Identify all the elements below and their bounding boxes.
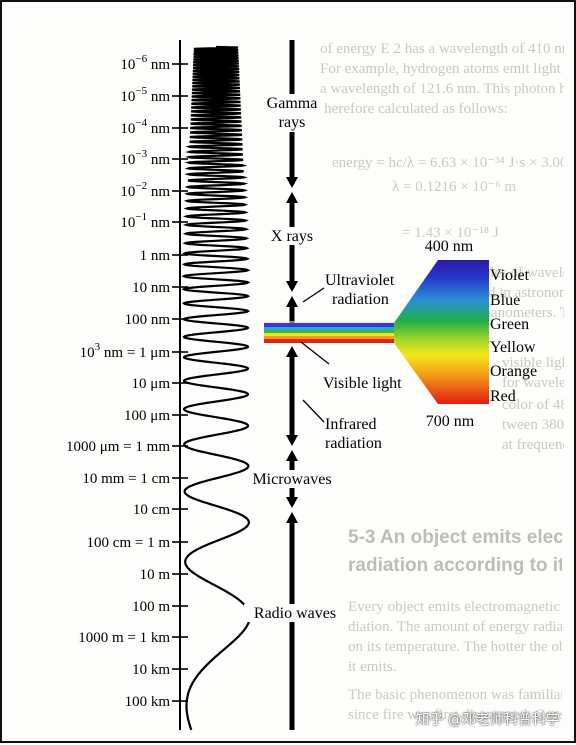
scale-label: 10 mm = 1 cm — [82, 471, 170, 487]
scale-label: 100 km — [125, 694, 171, 710]
spectrum-color-orange: Orange — [490, 363, 537, 380]
band-label-xrays: X rays — [271, 228, 313, 245]
background-paragraph-line: on its temperature. The hotter the objec… — [348, 639, 562, 655]
spectrum-color-red: Red — [490, 388, 516, 405]
background-text-line: energy = hc/λ = 6.63 × 10⁻³⁴ J·s × 3.00 — [332, 155, 564, 171]
background-text-line: in nanometers. This is the range of — [468, 305, 564, 321]
band-boundary-arrows — [286, 177, 298, 523]
scale-label: 100 nm — [125, 312, 171, 328]
scale-label: 10 nm — [132, 280, 170, 296]
scale-label: 100 μm — [124, 408, 170, 424]
scale-label: 1000 m = 1 km — [78, 630, 170, 646]
scale-label: 100 cm = 1 m — [87, 535, 171, 551]
background-text-line: for wavelengths of light shorter than — [502, 375, 564, 391]
scale-label: 10−1 nm — [120, 211, 170, 231]
spectrum-bottom-wavelength: 700 nm — [426, 413, 475, 430]
band-label-gamma-2: rays — [279, 114, 306, 131]
scale-label: 1 nm — [140, 248, 171, 264]
spectrum-top-wavelength: 400 nm — [425, 238, 474, 255]
spectrum-color-yellow: Yellow — [490, 339, 536, 356]
background-heading-2: radiation according to its temperature — [348, 555, 562, 576]
scale-label: 10 μm — [132, 376, 171, 392]
background-text-line: used in astronomy, are often expressed — [468, 285, 564, 301]
background-text-line: at frequencies extending far beyond — [502, 437, 564, 453]
scale-label: 10 km — [132, 662, 170, 678]
scale-label: 10−6 nm — [120, 53, 170, 73]
scale-ticks — [172, 63, 188, 702]
visible-spectrum — [264, 260, 489, 404]
background-text-line: a wavelength of 121.6 nm. This photon ha… — [320, 81, 564, 97]
background-text-line: color of 480 nm. This emission lies — [502, 397, 564, 413]
scale-label: 103 nm = 1 μm — [80, 341, 171, 361]
spectrum-color-labels: Violet Blue Green Yellow Orange Red — [490, 267, 537, 405]
scale-label: 10 m — [140, 567, 171, 583]
scale-label: 10−4 nm — [120, 117, 170, 137]
spectrum-color-blue: Blue — [490, 292, 520, 309]
background-text-line: = 1.43 × 10⁻¹⁸ J — [402, 225, 499, 241]
background-paragraph-line: Every object emits electromagnetic radia… — [348, 599, 562, 615]
background-text-line: λ = 0.1216 × 10⁻⁶ m — [392, 179, 517, 195]
band-label-uv: Ultraviolet — [325, 272, 395, 289]
wave-curve — [181, 45, 251, 731]
band-label-uv-2: radiation — [332, 291, 389, 308]
background-paragraph-line: since fire was first discovered. Conside… — [348, 707, 562, 723]
background-text-line: of energy E 2 has a wavelength of 410 nm… — [320, 41, 564, 57]
scale-label: 10−3 nm — [120, 148, 170, 168]
background-text-line: tween 380 and 750 nm. The Sun and — [502, 417, 564, 433]
band-label-gamma: Gamma — [267, 95, 318, 112]
label-pointers — [300, 287, 330, 423]
scale-label: 10 cm — [133, 502, 170, 518]
background-text-line: therefore calculated as follows: — [320, 101, 508, 117]
spectrum-color-violet: Violet — [490, 267, 530, 284]
band-label-visible: Visible light — [323, 375, 402, 392]
background-paragraph-line: diation. The amount of energy radiated d… — [348, 619, 562, 635]
background-text-line: Tables of wavelengths, such as those — [468, 265, 564, 281]
spectrum-color-green: Green — [490, 316, 529, 333]
background-text-line: visible light from 400 to 700 nm and — [502, 355, 564, 371]
background-heading: 5-3 An object emits electromagnetic — [348, 527, 562, 548]
band-label-infrared-2: radiation — [325, 435, 382, 452]
scale-label: 10−2 nm — [120, 180, 170, 200]
background-text-line: For example, hydrogen atoms emit light w… — [320, 61, 564, 77]
scale-label: 100 m — [132, 599, 170, 615]
scale-labels: 10−6 nm 10−5 nm 10−4 nm 10−3 nm 10−2 nm 10−1 … — [66, 53, 170, 710]
band-label-infrared: Infrared — [325, 416, 377, 433]
background-paragraph-line: The basic phenomenon was familiar to peo… — [348, 687, 562, 703]
watermark: 知乎 @邓老师科普科学 — [415, 712, 560, 728]
scale-label: 10−5 nm — [120, 85, 170, 105]
background-paragraph-line: it emits. — [348, 659, 397, 675]
band-label-radio: Radio waves — [254, 605, 336, 622]
band-label-microwaves: Microwaves — [252, 471, 331, 488]
scale-label: 1000 μm = 1 mm — [66, 439, 170, 455]
